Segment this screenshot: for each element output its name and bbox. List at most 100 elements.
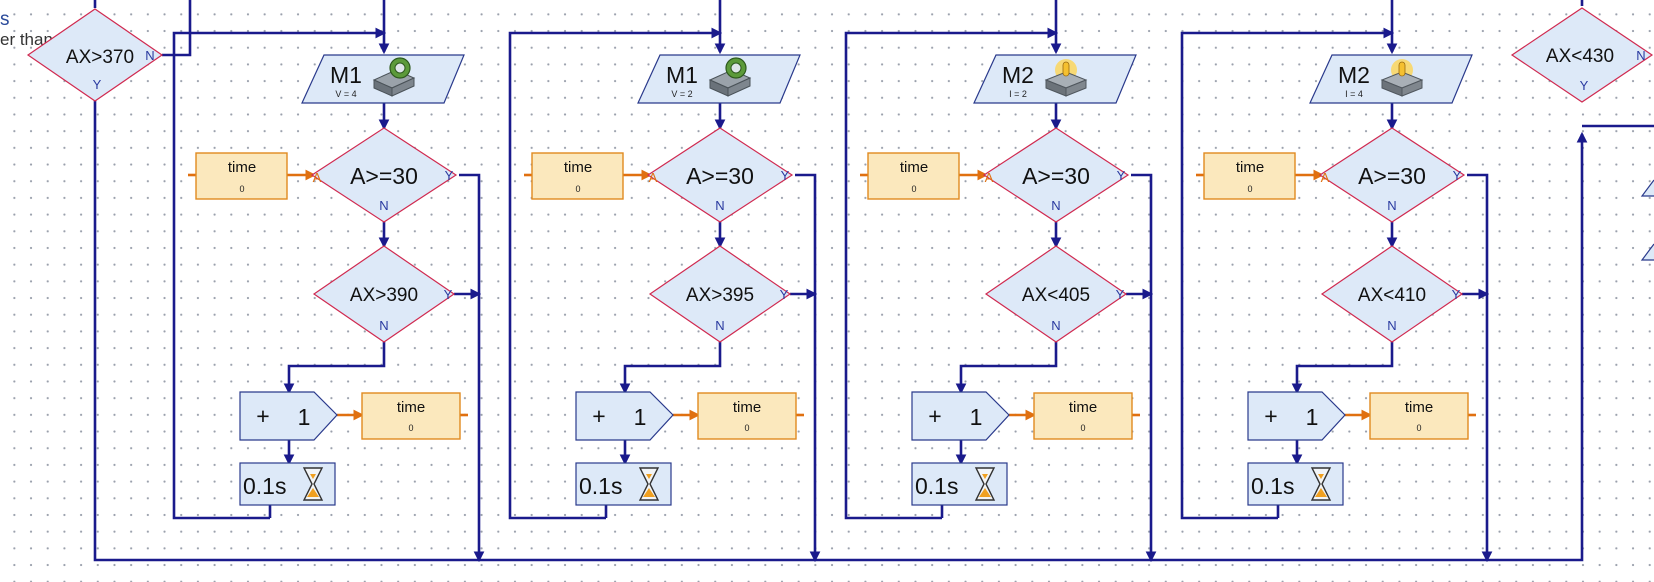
wait-duration: 0.1s [915, 473, 958, 499]
increment-block[interactable]: +1 [239, 391, 338, 441]
variable-value: 0 [911, 184, 916, 194]
loop-back-line [844, 27, 1059, 520]
ax-condition: AX<405 [1022, 285, 1090, 306]
ax-no-line [619, 342, 722, 395]
variable-box [697, 392, 797, 440]
variable-value: 0 [1416, 423, 1421, 433]
time-variable[interactable]: time 0 [697, 392, 797, 440]
hourglass-icon [302, 467, 324, 501]
motor-name: M2 [1338, 62, 1370, 88]
ax-yes: Y [780, 287, 789, 302]
motor-name: M2 [1002, 62, 1034, 88]
left-decision-condition: AX>370 [66, 47, 134, 68]
ax-decision[interactable] [648, 245, 792, 343]
wait-duration: 0.1s [1251, 473, 1294, 499]
ax-no: N [1051, 318, 1060, 333]
lamp-icon [1380, 59, 1424, 97]
ax-no-line [1291, 342, 1394, 395]
variable-box [1369, 392, 1469, 440]
ax-condition: AX<410 [1358, 285, 1426, 306]
variable-value: 0 [1247, 184, 1252, 194]
left-decision-yes: Y [93, 77, 102, 92]
right-decision[interactable] [1510, 7, 1654, 103]
ax-no: N [379, 318, 388, 333]
side-note-line-1: s [0, 9, 10, 30]
loop-back-line [1180, 27, 1395, 520]
time-variable[interactable]: time 0 [1369, 392, 1469, 440]
side-note-line-2: er than [0, 30, 53, 49]
time-variable[interactable]: time 0 [531, 152, 624, 200]
ax-decision[interactable] [312, 245, 456, 343]
partial-element-1 [1640, 179, 1654, 197]
check-decision[interactable] [1318, 127, 1466, 223]
check-branch-label: A [985, 170, 994, 185]
variable-box [361, 392, 461, 440]
check-no: N [715, 198, 724, 213]
check-condition: A>=30 [1358, 163, 1426, 189]
time-variable[interactable]: time 0 [195, 152, 288, 200]
motor-icon [708, 57, 752, 97]
check-decision[interactable] [646, 127, 794, 223]
ax-condition: AX>395 [686, 285, 754, 306]
time-variable[interactable]: time 0 [1203, 152, 1296, 200]
left-decision[interactable] [26, 8, 164, 102]
increment-block[interactable]: +1 [575, 391, 674, 441]
variable-box [531, 152, 624, 200]
variable-box [195, 152, 288, 200]
left-decision-no: N [145, 48, 154, 63]
increment-block[interactable]: +1 [911, 391, 1010, 441]
increment-value: 1 [1306, 404, 1319, 430]
variable-value: 0 [744, 423, 749, 433]
variable-name: time [1069, 399, 1097, 416]
time-variable[interactable]: time 0 [1033, 392, 1133, 440]
check-no: N [379, 198, 388, 213]
hourglass-icon [638, 467, 660, 501]
wait-duration: 0.1s [579, 473, 622, 499]
motor-value: V = 4 [335, 89, 356, 99]
check-yes: Y [445, 168, 454, 183]
time-variable[interactable]: time 0 [867, 152, 960, 200]
right-decision-no: N [1636, 48, 1645, 63]
check-yes-line [1467, 173, 1493, 563]
ax-yes: Y [1452, 287, 1461, 302]
increment-value: 1 [634, 404, 647, 430]
loop-back-line [172, 27, 387, 520]
check-yes: Y [1117, 168, 1126, 183]
variable-name: time [900, 159, 928, 176]
increment-shape [575, 391, 674, 441]
variable-value: 0 [1080, 423, 1085, 433]
partial-element-2 [1640, 243, 1654, 261]
check-yes-line [459, 173, 485, 563]
check-branch-label: A [649, 170, 658, 185]
increment-block[interactable]: +1 [1247, 391, 1346, 441]
check-condition: A>=30 [1022, 163, 1090, 189]
check-decision[interactable] [982, 127, 1130, 223]
check-condition: A>=30 [350, 163, 418, 189]
increment-shape [1247, 391, 1346, 441]
variable-value: 0 [575, 184, 580, 194]
variable-name: time [1236, 159, 1264, 176]
right-decision-condition: AX<430 [1546, 46, 1614, 67]
motor-value: I = 4 [1345, 89, 1363, 99]
check-decision[interactable] [310, 127, 458, 223]
variable-name: time [397, 399, 425, 416]
check-condition: A>=30 [686, 163, 754, 189]
side-note: s er than [0, 10, 53, 50]
hourglass-icon [1310, 467, 1332, 501]
motor-name: M1 [666, 62, 698, 88]
ax-decision[interactable] [984, 245, 1128, 343]
check-yes-line [795, 173, 821, 563]
ax-no: N [715, 318, 724, 333]
ax-condition: AX>390 [350, 285, 418, 306]
ax-decision[interactable] [1320, 245, 1464, 343]
lamp-icon [1044, 59, 1088, 97]
ax-no: N [1387, 318, 1396, 333]
ax-yes: Y [1116, 287, 1125, 302]
check-yes-line [1131, 173, 1157, 563]
time-variable[interactable]: time 0 [361, 392, 461, 440]
increment-shape [239, 391, 338, 441]
check-branch-label: A [313, 170, 322, 185]
increment-value: 1 [298, 404, 311, 430]
variable-value: 0 [239, 184, 244, 194]
increment-shape [911, 391, 1010, 441]
